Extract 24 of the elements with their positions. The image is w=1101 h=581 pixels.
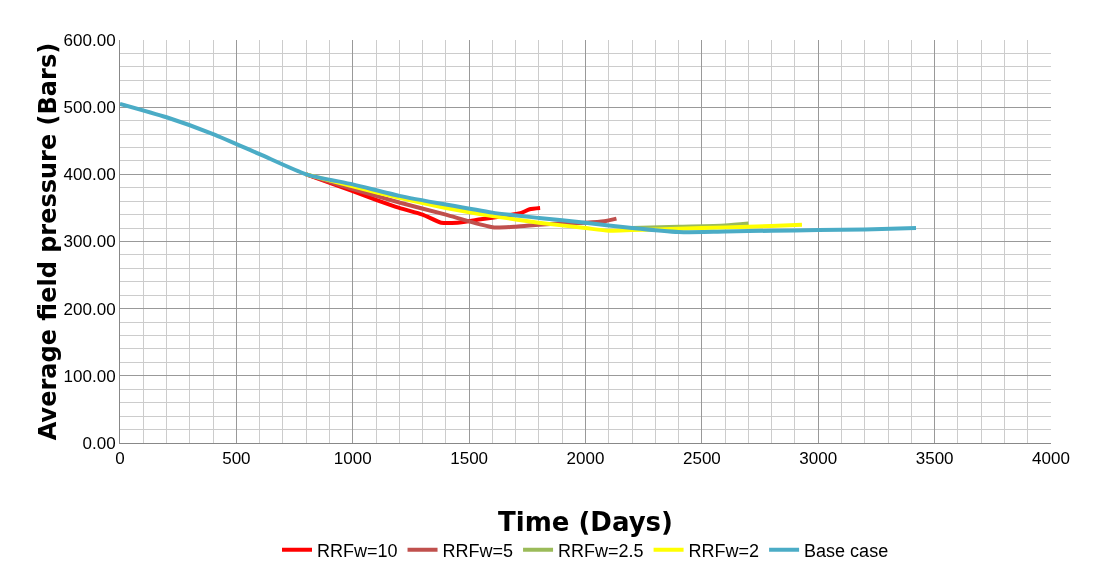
y-tick-label: 0.00 (82, 433, 116, 453)
y-tick-label: 300.00 (63, 232, 116, 252)
y-tick-label: 600.00 (63, 30, 116, 50)
x-tick-label: 1500 (450, 449, 489, 469)
x-tick-label: 3500 (915, 449, 954, 469)
legend-label: Base case (804, 540, 889, 561)
legend-label: RRFw=5 (442, 540, 514, 561)
x-tick-label: 2500 (682, 449, 721, 469)
legend-label: RRFw=10 (317, 540, 398, 561)
x-tick-label: 4000 (1032, 449, 1070, 469)
x-axis-title: Time (Days) (498, 507, 673, 537)
x-tick-label: 3000 (799, 449, 838, 469)
x-tick-label: 2000 (566, 449, 605, 469)
x-tick-label: 1000 (333, 449, 372, 469)
y-tick-label: 500.00 (63, 98, 116, 118)
y-tick-label: 400.00 (63, 165, 116, 185)
legend-label: RRFw=2 (688, 540, 760, 561)
y-tick-label: 100.00 (63, 366, 116, 386)
x-tick-label: 0 (115, 449, 125, 469)
y-tick-label: 200.00 (63, 299, 116, 319)
x-tick-label: 500 (222, 449, 251, 469)
y-axis-title: Average field pressure (Bars) (33, 42, 62, 441)
line-series (120, 101, 919, 235)
legend-label: RRFw=2.5 (558, 540, 644, 561)
